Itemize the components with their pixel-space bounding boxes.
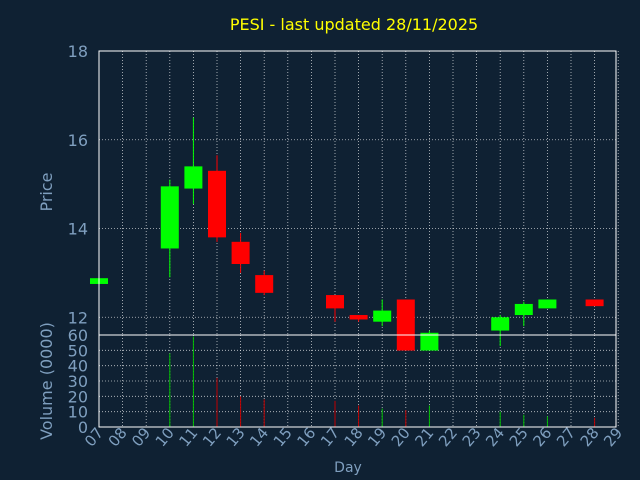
x-tick-label: 19 [364,424,390,450]
price-axis-label: Price [37,172,56,211]
x-tick-label: 24 [482,424,508,450]
volume-tick-label: 50 [68,341,88,360]
candle-body [184,166,203,189]
price-tick-label: 12 [68,308,88,327]
x-tick-label: 26 [529,424,555,450]
candle-body [396,299,415,351]
x-tick-label: 22 [435,424,461,450]
candle-body [349,315,368,320]
price-tick-labels: 12 14 16 18 [68,42,88,327]
x-axis-label: Day [334,460,362,476]
candle-body [231,241,250,264]
price-tick-label: 18 [68,42,88,61]
x-tick-label: 16 [293,424,319,450]
x-tick-label: 13 [223,424,249,450]
candle-body [255,275,274,293]
candle-body [326,295,344,309]
x-tick-label: 10 [152,424,178,450]
x-tick-label: 12 [199,424,225,450]
x-tick-label: 25 [506,424,532,450]
candle-body [373,310,392,322]
volume-bars [169,336,596,427]
candle-body [208,170,226,238]
candle-body [491,317,510,331]
x-tick-label: 15 [270,424,296,450]
candles [90,117,604,351]
volume-axis-label: Volume (0000) [37,322,56,440]
volume-tick-label: 0 [78,418,88,437]
x-tick-label: 18 [341,424,367,450]
x-tick-label: 14 [246,424,272,450]
candle-body [585,299,604,307]
x-tick-labels: 0708091011121314151617181920212223242526… [81,424,626,450]
x-tick-label: 29 [600,424,626,450]
candle-body [160,186,179,249]
chart-title: PESI - last updated 28/11/2025 [230,15,478,34]
candle-body [420,332,439,351]
x-tick-label: 09 [128,424,154,450]
price-tick-label: 14 [68,220,88,239]
x-tick-label: 28 [577,424,603,450]
volume-panel-frame [98,334,617,428]
x-tick-label: 08 [105,424,131,450]
candle-body [538,299,557,309]
x-tick-label: 11 [175,424,201,450]
volume-tick-label: 40 [68,357,88,376]
volume-tick-label: 10 [68,403,88,422]
x-tick-label: 21 [411,424,437,450]
price-tick-label: 16 [68,131,88,150]
x-tick-label: 27 [553,424,579,450]
candle-body [514,303,533,316]
volume-tick-label: 20 [68,387,88,406]
volume-tick-label: 30 [68,372,88,391]
x-tick-label: 23 [459,424,485,450]
x-tick-label: 17 [317,424,343,450]
volume-tick-label: 60 [68,326,88,345]
x-tick-label: 20 [388,424,414,450]
